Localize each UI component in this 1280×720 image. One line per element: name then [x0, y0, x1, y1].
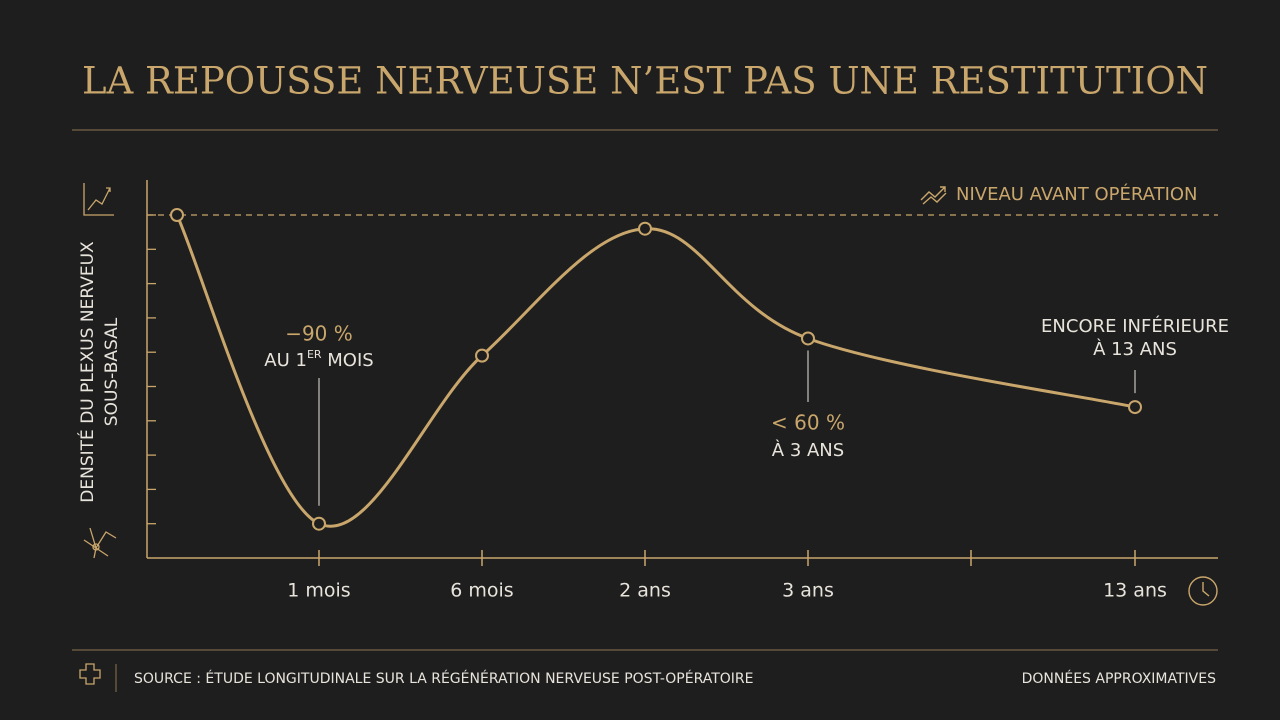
- annotation-value: < 60 %: [771, 411, 845, 435]
- x-tick-label: 1 mois: [287, 580, 350, 602]
- data-point: [475, 348, 489, 363]
- chart-title: LA REPOUSSE NERVEUSE N’EST PAS UNE RESTI…: [82, 60, 1208, 103]
- annotation-caption: ENCORE INFÉRIEURE: [1041, 315, 1229, 337]
- annotation-caption: À 3 ANS: [772, 439, 844, 461]
- y-axis-label: DENSITÉ DU PLEXUS NERVEUX: [76, 241, 98, 503]
- annotation-caption: À 13 ANS: [1093, 338, 1177, 360]
- annotation-caption-part: ER: [307, 348, 322, 361]
- annotation-caption-part: À 3 ANS: [772, 439, 844, 461]
- data-point: [170, 208, 184, 222]
- data-point: [638, 221, 652, 236]
- data-point: [1128, 400, 1142, 415]
- cross-icon: [79, 663, 101, 685]
- x-tick-label: 3 ans: [782, 580, 834, 602]
- x-tick-label: 13 ans: [1103, 580, 1167, 602]
- trend-icon: [920, 186, 947, 205]
- reference-label: NIVEAU AVANT OPÉRATION: [956, 183, 1198, 205]
- annotation-value: −90 %: [285, 322, 353, 346]
- source: SOURCE : ÉTUDE LONGITUDINALE SUR LA RÉGÉ…: [134, 670, 754, 687]
- line-series: [175, 214, 1136, 528]
- chart-icon: [83, 183, 117, 559]
- x-tick-label: 2 ans: [619, 580, 671, 602]
- note: DONNÉES APPROXIMATIVES: [1022, 670, 1216, 687]
- clock-icon: [1188, 576, 1218, 606]
- annotation-caption: AU 1ER MOIS: [264, 348, 373, 371]
- y-axis-label: SOUS-BASAL: [102, 317, 122, 426]
- x-tick-label: 6 mois: [450, 580, 513, 602]
- data-point: [312, 516, 326, 531]
- annotation-caption-part: AU 1: [264, 350, 307, 371]
- annotation-caption-part: MOIS: [322, 350, 374, 371]
- data-point: [801, 331, 815, 346]
